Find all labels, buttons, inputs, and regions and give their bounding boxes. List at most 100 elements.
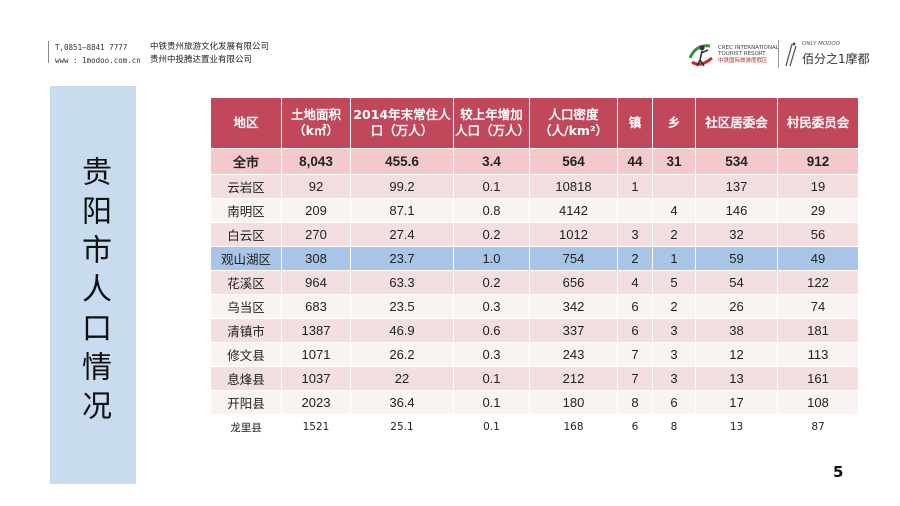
cell-area: 209 — [281, 198, 351, 223]
cell-townships: 2 — [652, 222, 696, 247]
table-row: 息烽县 1037 22 0.1 212 7 3 13 161 — [210, 366, 859, 391]
table-header-row: 地区 土地面积（k㎡） 2014年末常住人口（万人） 较上年增加人口（万人） 人… — [210, 97, 859, 149]
cell-village-committees: 29 — [777, 198, 859, 223]
cell-towns: 6 — [617, 318, 653, 343]
cell-increase: 0.1 — [453, 414, 530, 440]
cell-region: 开阳县 — [210, 390, 282, 415]
cell-density: 342 — [529, 294, 618, 319]
cell-village-committees: 19 — [777, 174, 859, 199]
cell-village-committees: 912 — [777, 148, 859, 175]
cell-increase: 1.0 — [453, 246, 530, 271]
contact-info: T,0851—8841 7777 www : 1modoo.com.cn — [48, 41, 141, 65]
header-density: 人口密度（人/km²） — [529, 97, 618, 149]
cell-area: 1387 — [281, 318, 351, 343]
crec-cn: 中铁国际旅游度假区 — [718, 58, 768, 64]
cell-community-committees: 38 — [695, 318, 778, 343]
page-number: 5 — [833, 463, 844, 481]
table-row: 清镇市 1387 46.9 0.6 337 6 3 38 181 — [210, 318, 859, 343]
cell-community-committees: 26 — [695, 294, 778, 319]
cell-region: 全市 — [210, 148, 282, 175]
cell-population: 46.9 — [350, 318, 454, 343]
table-row: 云岩区 92 99.2 0.1 10818 1 137 19 — [210, 174, 859, 199]
cell-density: 212 — [529, 366, 618, 391]
crec-logo: CREC INTERNATIONAL TOURIST RESORT 中铁国际旅游… — [686, 38, 779, 70]
cell-density: 1012 — [529, 222, 618, 247]
cell-townships: 3 — [652, 318, 696, 343]
modoo-logo: ONLY MODOO 佰分之1摩都 — [782, 38, 870, 70]
cell-village-committees: 108 — [777, 390, 859, 415]
cell-region: 清镇市 — [210, 318, 282, 343]
table-row: 南明区 209 87.1 0.8 4142 4 146 29 — [210, 198, 859, 223]
cell-increase: 0.1 — [453, 390, 530, 415]
cell-village-committees: 49 — [777, 246, 859, 271]
phone-number: T,0851—8841 7777 — [55, 43, 128, 52]
cell-increase: 3.4 — [453, 148, 530, 175]
cell-population: 99.2 — [350, 174, 454, 199]
company-names: 中铁贵州旅游文化发展有限公司 贵州中投腾达置业有限公司 — [150, 41, 269, 67]
cell-region: 息烽县 — [210, 366, 282, 391]
cell-density: 180 — [529, 390, 618, 415]
cell-community-committees: 32 — [695, 222, 778, 247]
cell-population: 23.7 — [350, 246, 454, 271]
cell-townships: 1 — [652, 246, 696, 271]
cell-townships: 31 — [652, 148, 696, 175]
cell-population: 23.5 — [350, 294, 454, 319]
cell-population: 22 — [350, 366, 454, 391]
cell-density: 4142 — [529, 198, 618, 223]
header-village-committees: 村民委员会 — [777, 97, 859, 149]
cell-increase: 0.2 — [453, 222, 530, 247]
cell-community-committees: 137 — [695, 174, 778, 199]
cell-village-committees: 87 — [777, 414, 859, 440]
cell-area: 1521 — [281, 414, 351, 440]
cell-density: 243 — [529, 342, 618, 367]
cell-community-committees: 13 — [695, 366, 778, 391]
cell-region: 花溪区 — [210, 270, 282, 295]
cell-townships — [652, 174, 696, 199]
cell-population: 26.2 — [350, 342, 454, 367]
header-increase: 较上年增加人口（万人） — [453, 97, 530, 149]
cell-townships: 5 — [652, 270, 696, 295]
cell-increase: 0.3 — [453, 294, 530, 319]
cell-density: 656 — [529, 270, 618, 295]
cell-towns: 3 — [617, 222, 653, 247]
cell-village-committees: 56 — [777, 222, 859, 247]
cell-community-committees: 59 — [695, 246, 778, 271]
cell-townships: 4 — [652, 198, 696, 223]
page-title: 贵阳市人口情况 — [76, 156, 111, 429]
cell-townships: 2 — [652, 294, 696, 319]
cell-community-committees: 54 — [695, 270, 778, 295]
table-row: 观山湖区 308 23.7 1.0 754 2 1 59 49 — [210, 246, 859, 271]
cell-towns — [617, 198, 653, 223]
title-panel: 贵阳市人口情况 — [50, 86, 136, 484]
cell-community-committees: 13 — [695, 414, 778, 440]
cell-area: 270 — [281, 222, 351, 247]
cell-towns: 44 — [617, 148, 653, 175]
cell-towns: 7 — [617, 342, 653, 367]
header-population: 2014年末常住人口（万人） — [350, 97, 454, 149]
table-row: 全市 8,043 455.6 3.4 564 44 31 534 912 — [210, 148, 859, 175]
cell-increase: 0.3 — [453, 342, 530, 367]
cell-townships: 6 — [652, 390, 696, 415]
header-towns: 镇 — [617, 97, 653, 149]
cell-increase: 0.8 — [453, 198, 530, 223]
cell-area: 1071 — [281, 342, 351, 367]
cell-population: 27.4 — [350, 222, 454, 247]
cell-area: 1037 — [281, 366, 351, 391]
table-row: 白云区 270 27.4 0.2 1012 3 2 32 56 — [210, 222, 859, 247]
cell-region: 修文县 — [210, 342, 282, 367]
cell-population: 25.1 — [350, 414, 454, 440]
cell-population: 455.6 — [350, 148, 454, 175]
cell-population: 36.4 — [350, 390, 454, 415]
cell-towns: 6 — [617, 294, 653, 319]
cell-towns: 4 — [617, 270, 653, 295]
website-url: www : 1modoo.com.cn — [55, 56, 141, 65]
cell-region: 云岩区 — [210, 174, 282, 199]
cell-towns: 2 — [617, 246, 653, 271]
cell-density: 168 — [529, 414, 618, 440]
cell-region: 观山湖区 — [210, 246, 282, 271]
cell-increase: 0.1 — [453, 174, 530, 199]
crec-line-1: CREC INTERNATIONAL — [718, 45, 779, 51]
cell-towns: 7 — [617, 366, 653, 391]
table-row: 乌当区 683 23.5 0.3 342 6 2 26 74 — [210, 294, 859, 319]
cell-increase: 0.6 — [453, 318, 530, 343]
